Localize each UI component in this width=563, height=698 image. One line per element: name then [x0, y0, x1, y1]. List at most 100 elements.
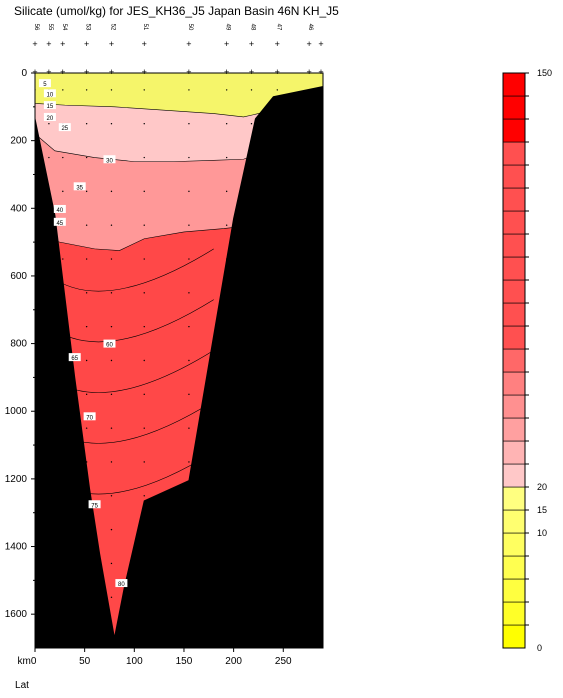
sample-point [85, 224, 88, 226]
colorbar-band [502, 187, 526, 212]
station-marker: + [306, 39, 311, 49]
sample-point [110, 427, 113, 429]
sample-point [85, 123, 88, 125]
sample-point [110, 224, 113, 226]
contour-label: 5 [43, 82, 47, 88]
station-marker: + [142, 67, 147, 77]
station-label: 53 [85, 24, 91, 31]
x-tick-label: 200 [225, 656, 242, 667]
sample-point [48, 156, 50, 159]
chart-title: Silicate (umol/kg) for JES_KH36_J5 Japan… [14, 4, 339, 18]
x-tick-label: 250 [275, 656, 292, 667]
station-marker: + [142, 39, 147, 49]
colorbar-band [502, 302, 526, 327]
station-marker: + [32, 39, 37, 49]
sample-point [143, 258, 145, 260]
sample-point [110, 461, 113, 463]
sample-point [110, 562, 113, 565]
colorbar-band [502, 394, 526, 419]
contour-label-bg [68, 353, 81, 362]
contour-label-bg [88, 500, 101, 509]
sample-point [110, 495, 113, 497]
sample-point [225, 190, 228, 193]
sample-point [85, 190, 88, 193]
colorbar-label: 150 [537, 68, 552, 78]
colorbar-band [502, 95, 526, 120]
contour-label: 80 [118, 582, 125, 588]
station-label: 51 [142, 24, 148, 31]
x-axis-km-label: km0 [18, 656, 37, 667]
station-marker: + [249, 67, 254, 77]
x-tick-label: 150 [176, 656, 193, 667]
sample-point [188, 123, 190, 125]
contour-label-bg [43, 89, 56, 98]
sample-point [188, 258, 190, 260]
station-label: 50 [187, 24, 193, 31]
station-marker: + [224, 67, 229, 77]
contour-label-bg [43, 101, 56, 110]
station-marker: + [46, 67, 51, 77]
sample-point [188, 393, 190, 396]
contour-label: 10 [47, 92, 54, 98]
colorbar-band [502, 233, 526, 258]
y-tick-label: 800 [10, 339, 27, 350]
colorbar-frame [502, 72, 526, 649]
station-marker: + [60, 67, 65, 77]
sample-point [110, 325, 113, 328]
colorbar-band [502, 348, 526, 373]
colorbar-band [502, 624, 526, 649]
sample-point [225, 224, 228, 226]
station-marker: + [318, 67, 323, 77]
colorbar-band [502, 210, 526, 235]
sample-point [143, 325, 145, 328]
contour-label: 40 [56, 208, 63, 214]
contour-label-bg [53, 204, 66, 213]
colorbar-band [502, 118, 526, 143]
sample-point [85, 427, 88, 429]
station-marker: + [84, 67, 89, 77]
colorbar-band [502, 141, 526, 166]
x-axis-lat-label: Lat [15, 680, 29, 691]
station-marker: + [109, 39, 114, 49]
colorbar-band [502, 578, 526, 603]
sample-point [143, 359, 145, 362]
station-marker: + [306, 67, 311, 77]
sample-point [225, 156, 228, 159]
contour-label-bg [115, 579, 128, 588]
x-tick-label: 100 [126, 656, 143, 667]
station-marker: + [224, 39, 229, 49]
contour-label: 15 [47, 104, 54, 110]
sample-point [62, 89, 64, 91]
contour-label: 25 [61, 126, 68, 132]
sample-point [143, 224, 145, 226]
contour-label: 45 [56, 221, 63, 227]
colorbar-band [502, 72, 526, 97]
station-label: 52 [109, 24, 115, 31]
y-tick-label: 1600 [5, 609, 28, 620]
plot-area [35, 73, 323, 648]
sample-point [188, 325, 190, 328]
colorbar-label: 10 [537, 528, 547, 538]
sample-point [188, 224, 190, 226]
colorbar-band [502, 555, 526, 580]
contour-label: 70 [86, 415, 93, 421]
station-label: 56 [33, 24, 39, 31]
station-marker: + [186, 67, 191, 77]
sample-point [110, 528, 113, 531]
sample-point [143, 461, 145, 463]
y-tick-label: 1400 [5, 542, 28, 553]
contour-label: 20 [47, 116, 54, 122]
contour-label: 35 [76, 185, 83, 191]
sample-point [110, 596, 113, 598]
contour-label-bg [38, 79, 51, 88]
contour-label: 30 [106, 158, 113, 164]
station-marker: + [318, 39, 323, 49]
station-label: 54 [61, 24, 67, 31]
sample-point [48, 123, 50, 125]
sample-point [85, 359, 88, 362]
sample-point [85, 325, 88, 328]
station-label: 55 [47, 24, 53, 31]
silicate-layer-0 [35, 73, 323, 118]
sample-point [143, 495, 145, 497]
